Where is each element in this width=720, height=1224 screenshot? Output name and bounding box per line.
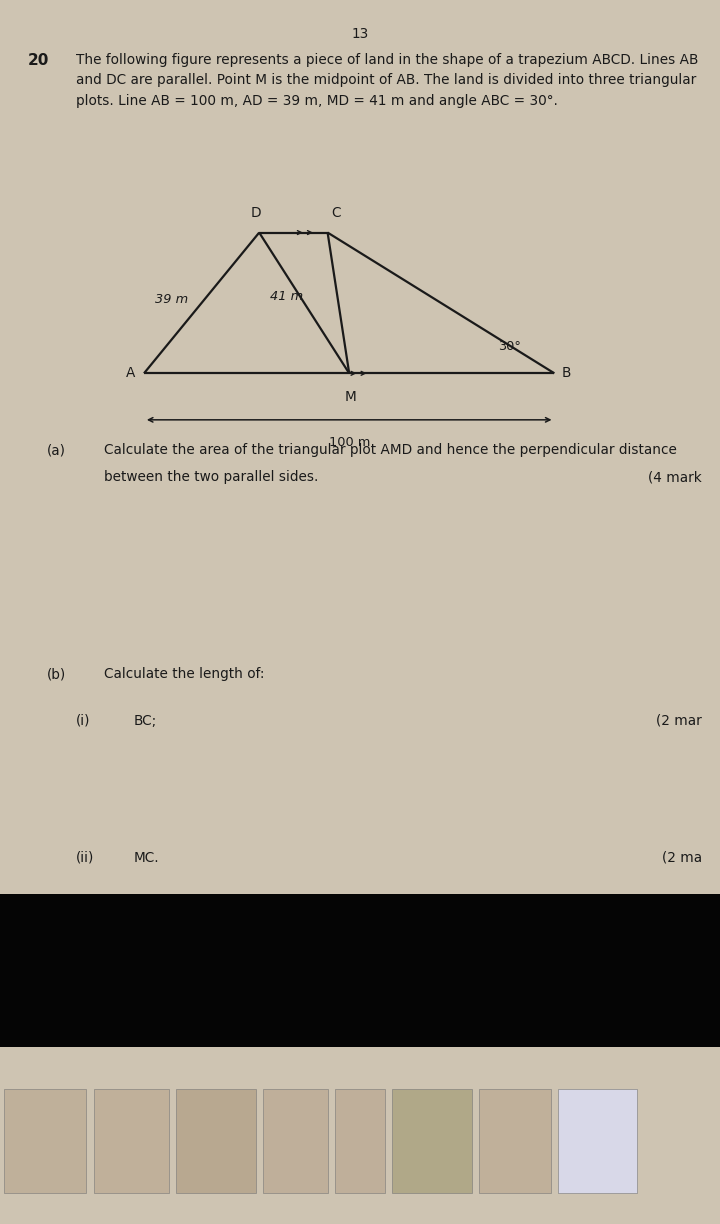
Text: (ii): (ii) xyxy=(76,851,94,864)
Bar xyxy=(176,1089,256,1193)
Bar xyxy=(558,1089,637,1193)
Text: 100 m: 100 m xyxy=(328,436,370,449)
Text: 41 m: 41 m xyxy=(269,290,303,304)
Bar xyxy=(479,1089,551,1193)
Text: D: D xyxy=(251,207,261,220)
Text: (a): (a) xyxy=(47,443,66,457)
Text: (2 ma: (2 ma xyxy=(662,957,702,971)
Bar xyxy=(94,1089,169,1193)
Text: C: C xyxy=(331,207,341,220)
Bar xyxy=(4,1089,86,1193)
Text: (i): (i) xyxy=(76,714,90,727)
Text: Calculate the area of the triangular plot AMD and hence the perpendicular distan: Calculate the area of the triangular plo… xyxy=(104,443,678,457)
Text: 30°: 30° xyxy=(498,340,521,353)
Text: Calculate the size of the obtuse angle BMC.: Calculate the size of the obtuse angle B… xyxy=(104,988,403,1001)
Bar xyxy=(392,1089,472,1193)
Text: 20: 20 xyxy=(27,53,49,67)
Bar xyxy=(263,1089,328,1193)
Text: Calculate the length of:: Calculate the length of: xyxy=(104,667,265,681)
Text: (b): (b) xyxy=(47,667,66,681)
Text: 39 m: 39 m xyxy=(155,293,188,306)
Text: (2 ma: (2 ma xyxy=(662,851,702,864)
Text: between the two parallel sides.: between the two parallel sides. xyxy=(104,470,319,483)
Text: (2 mar: (2 mar xyxy=(656,714,702,727)
Text: A: A xyxy=(126,366,136,381)
Bar xyxy=(0,894,720,1047)
Text: (4 mark: (4 mark xyxy=(648,470,702,483)
Text: BC;: BC; xyxy=(133,714,156,727)
Text: and DC are parallel. Point M is the midpoint of AB. The land is divided into thr: and DC are parallel. Point M is the midp… xyxy=(76,73,696,87)
Text: B: B xyxy=(561,366,571,381)
Text: M: M xyxy=(345,390,356,404)
Text: The following figure represents a piece of land in the shape of a trapezium ABCD: The following figure represents a piece … xyxy=(76,53,698,66)
Text: MC.: MC. xyxy=(133,851,159,864)
Text: 13: 13 xyxy=(351,27,369,40)
Text: plots. Line AB = 100 m, AD = 39 m, MD = 41 m and angle ABC = 30°.: plots. Line AB = 100 m, AD = 39 m, MD = … xyxy=(76,94,557,108)
Bar xyxy=(335,1089,385,1193)
Text: (c): (c) xyxy=(47,988,65,1001)
